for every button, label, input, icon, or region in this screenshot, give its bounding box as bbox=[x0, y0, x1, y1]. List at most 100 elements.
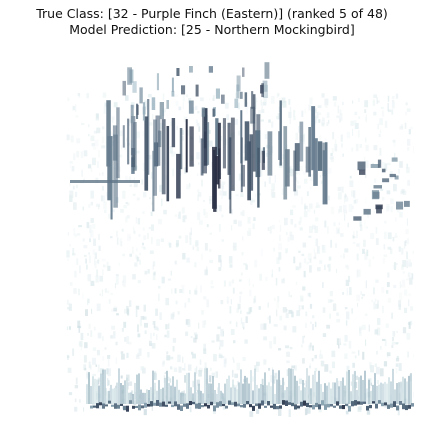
spectrogram-speckle bbox=[314, 252, 317, 259]
spectrogram-speckle bbox=[115, 277, 119, 285]
spectrogram-speckle bbox=[187, 298, 191, 303]
spectrogram-noise-line bbox=[276, 406, 279, 410]
spectrogram-speckle bbox=[394, 262, 396, 270]
spectrogram-speckle bbox=[186, 257, 190, 263]
harmonic-streak bbox=[127, 67, 132, 85]
spectrogram-speckle bbox=[115, 385, 117, 389]
spectrogram-speckle bbox=[296, 310, 301, 317]
spectrogram-speckle bbox=[198, 192, 202, 197]
spectrogram-speckle bbox=[302, 358, 305, 364]
spectrogram-speckle bbox=[399, 292, 403, 301]
spectrogram-speckle bbox=[298, 250, 301, 253]
spectrogram-speckle bbox=[343, 195, 346, 204]
call-fragment bbox=[357, 161, 366, 171]
spectrogram-speckle bbox=[383, 362, 386, 367]
spectrogram-speckle bbox=[314, 115, 318, 123]
spectrogram-noise-band bbox=[286, 386, 288, 404]
spectrogram-noise-line bbox=[258, 403, 261, 409]
spectrogram-speckle bbox=[298, 171, 300, 175]
call-streak bbox=[131, 148, 136, 168]
spectrogram-speckle bbox=[220, 183, 225, 189]
spectrogram-speckle bbox=[196, 152, 200, 160]
spectrogram-speckle bbox=[125, 216, 128, 223]
spectrogram-noise-band bbox=[288, 368, 290, 404]
spectrogram-noise-band bbox=[118, 368, 120, 404]
spectrogram-speckle bbox=[366, 226, 368, 229]
spectrogram-speckle bbox=[134, 262, 138, 267]
spectrogram-speckle bbox=[281, 188, 284, 195]
spectrogram-speckle bbox=[404, 122, 407, 129]
harmonic-streak bbox=[139, 87, 143, 104]
spectrogram-noise-line bbox=[297, 405, 300, 409]
spectrogram-speckle bbox=[243, 263, 247, 266]
spectrogram-speckle bbox=[408, 299, 410, 307]
call-fragment bbox=[381, 168, 386, 173]
spectrogram-speckle bbox=[68, 392, 73, 396]
harmonic-streak bbox=[208, 66, 213, 73]
spectrogram-speckle bbox=[86, 371, 90, 378]
spectrogram-noise-line bbox=[405, 405, 408, 411]
spectrogram-speckle bbox=[77, 93, 80, 96]
spectrogram-speckle bbox=[224, 357, 227, 364]
spectrogram-speckle bbox=[104, 288, 107, 293]
spectrogram-noise-line bbox=[402, 403, 405, 410]
call-streak bbox=[267, 131, 273, 176]
spectrogram-speckle bbox=[211, 340, 215, 343]
spectrogram-speckle bbox=[286, 351, 290, 357]
harmonic-streak bbox=[236, 84, 240, 99]
spectrogram-speckle bbox=[380, 106, 384, 109]
spectrogram-speckle bbox=[382, 162, 385, 168]
spectrogram-speckle bbox=[106, 261, 109, 269]
spectrogram-speckle bbox=[104, 195, 105, 203]
spectrogram-noise-band bbox=[278, 370, 280, 404]
spectrogram-speckle bbox=[190, 336, 193, 339]
spectrogram-noise-band bbox=[106, 391, 108, 404]
spectrogram-noise-band bbox=[294, 375, 296, 404]
spectrogram-speckle bbox=[356, 243, 360, 247]
spectrogram-speckle bbox=[125, 202, 128, 205]
spectrogram-noise-line bbox=[99, 402, 102, 406]
spectrogram-noise-band bbox=[172, 376, 174, 404]
spectrogram-speckle bbox=[162, 93, 165, 101]
spectrogram-speckle bbox=[344, 196, 349, 202]
spectrogram-noise-line bbox=[237, 403, 240, 407]
spectrogram-speckle bbox=[74, 398, 77, 403]
spectrogram-speckle bbox=[72, 185, 75, 190]
spectrogram-noise-band bbox=[214, 390, 216, 404]
spectrogram-speckle bbox=[151, 407, 153, 411]
spectrogram-speckle bbox=[107, 355, 111, 359]
spectrogram-speckle bbox=[75, 104, 77, 112]
spectrogram-speckle bbox=[101, 172, 104, 176]
spectrogram-speckle bbox=[406, 163, 408, 169]
spectrogram-speckle bbox=[143, 304, 146, 312]
spectrogram-speckle bbox=[271, 269, 273, 277]
spectrogram-speckle bbox=[278, 267, 281, 272]
spectrogram-speckle bbox=[149, 340, 152, 346]
spectrogram-speckle bbox=[276, 93, 279, 98]
call-streak bbox=[227, 122, 231, 175]
spectrogram-speckle bbox=[348, 204, 353, 212]
model-prediction-label: Model Prediction: [25 - Northern Mocking… bbox=[69, 22, 355, 37]
spectrogram-speckle bbox=[115, 341, 118, 346]
spectrogram-speckle bbox=[69, 244, 71, 247]
spectrogram-noise-line bbox=[282, 400, 285, 405]
spectrogram-speckle bbox=[94, 260, 97, 269]
spectrogram-speckle bbox=[128, 341, 132, 345]
spectrogram-speckle bbox=[406, 332, 411, 340]
spectrogram-speckle bbox=[96, 303, 101, 311]
spectrogram-speckle bbox=[192, 380, 196, 388]
spectrogram-speckle bbox=[263, 96, 267, 104]
harmonic-streak bbox=[221, 94, 225, 104]
spectrogram-speckle bbox=[135, 305, 140, 310]
call-streak bbox=[240, 110, 243, 164]
spectrogram-speckle bbox=[247, 216, 251, 224]
spectrogram-speckle bbox=[392, 331, 396, 337]
spectrogram-noise-line bbox=[93, 405, 96, 408]
spectrogram-noise-line bbox=[144, 402, 147, 408]
spectrogram-speckle bbox=[309, 365, 311, 368]
spectrogram-speckle bbox=[351, 147, 354, 152]
spectrogram-noise-line bbox=[372, 401, 375, 404]
spectrogram-noise-line bbox=[141, 405, 144, 409]
spectrogram-speckle bbox=[270, 189, 275, 196]
spectrogram-speckle bbox=[327, 264, 329, 268]
